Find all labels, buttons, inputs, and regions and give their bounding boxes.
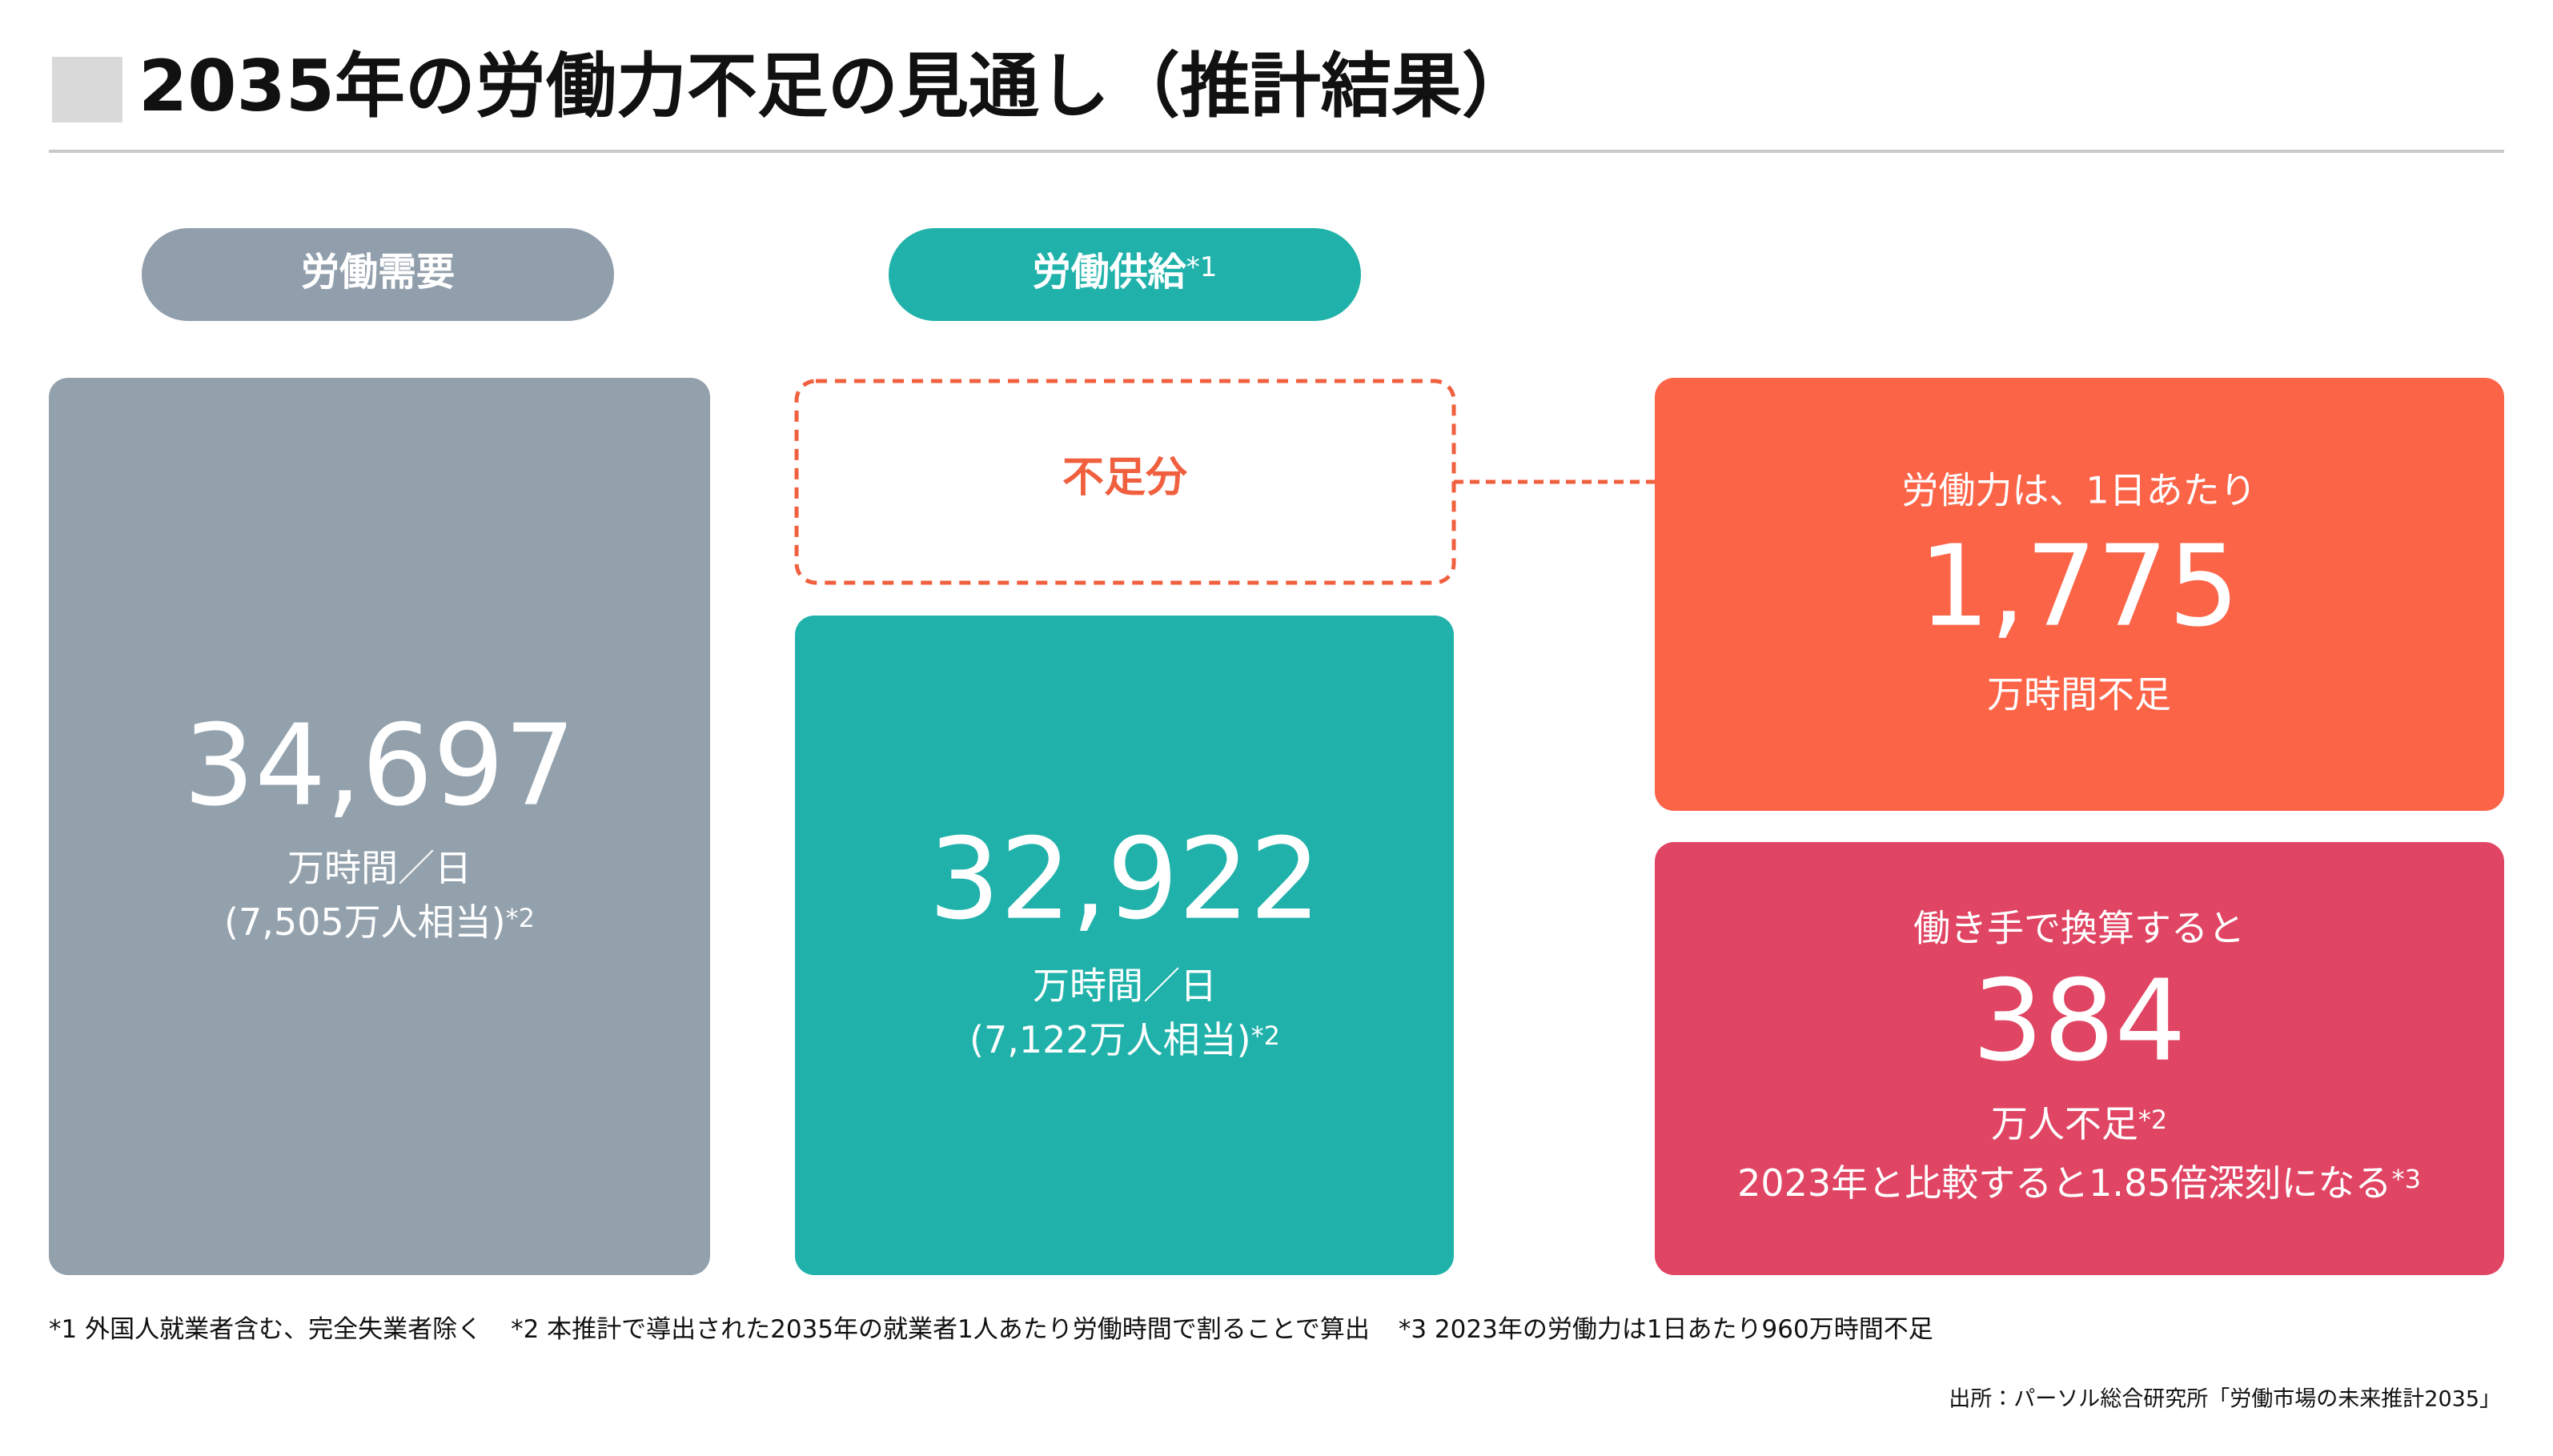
footnote-mark: *2 xyxy=(2138,1105,2167,1135)
demand-pill xyxy=(142,228,614,321)
footnote-mark: *2 xyxy=(506,903,535,933)
shortage-label: 不足分 xyxy=(1062,454,1188,502)
supply-label-line: 労働供給*1 xyxy=(1033,250,1218,295)
supply-note-line: (7,122万人相当)*2 xyxy=(969,1018,1280,1061)
demand-box xyxy=(49,378,710,1275)
demand-note-line: (7,505万人相当)*2 xyxy=(224,900,535,944)
hours-unit: 万時間不足 xyxy=(1987,673,2171,716)
hours-box xyxy=(1655,378,2504,811)
footnotes: *1 外国人就業者含む、完全失業者除く *2 本推計で導出された2035年の就業者… xyxy=(49,1315,1933,1344)
workers-box xyxy=(1655,842,2504,1275)
footnote: *3 2023年の労働力は1日あたり960万時間不足 xyxy=(1399,1315,1933,1344)
demand-value: 34,697 xyxy=(183,701,576,832)
hours-lead: 労働力は、1日あたり xyxy=(1901,469,2256,512)
demand-note: (7,505万人相当) xyxy=(224,900,506,944)
title-marker xyxy=(52,57,122,122)
supply-value: 32,922 xyxy=(929,815,1321,945)
supply-pill xyxy=(889,228,1361,321)
footnote: *2 本推計で導出された2035年の就業者1人あたり労働時間で割ることで算出 xyxy=(511,1315,1370,1344)
workers-comparison-line: 2023年と比較すると1.85倍深刻になる*3 xyxy=(1737,1161,2421,1205)
workers-unit: 万人不足 xyxy=(1991,1102,2138,1145)
hours-value: 1,775 xyxy=(1919,522,2240,652)
supply-label: 労働供給 xyxy=(1033,250,1187,295)
footnote-mark: *3 xyxy=(2392,1164,2421,1194)
supply-box xyxy=(795,616,1454,1275)
demand-label: 労働需要 xyxy=(301,250,455,295)
footnote: *1 外国人就業者含む、完全失業者除く xyxy=(49,1315,482,1344)
supply-unit: 万時間／日 xyxy=(1033,965,1217,1008)
footnote-mark: *2 xyxy=(1251,1021,1280,1051)
workers-comparison: 2023年と比較すると1.85倍深刻になる xyxy=(1737,1161,2392,1205)
footnote-mark: *1 xyxy=(1186,251,1218,283)
title: 2035年の労働力不足の見通し（推計結果） xyxy=(138,45,1532,127)
source: 出所：パーソル総合研究所「労働市場の未来推計2035」 xyxy=(1949,1387,2501,1412)
supply-note: (7,122万人相当) xyxy=(969,1018,1251,1061)
workers-value: 384 xyxy=(1972,957,2186,1087)
workers-lead: 働き手で換算すると xyxy=(1913,907,2245,950)
demand-unit: 万時間／日 xyxy=(287,847,472,890)
workers-unit-line: 万人不足*2 xyxy=(1991,1102,2167,1145)
